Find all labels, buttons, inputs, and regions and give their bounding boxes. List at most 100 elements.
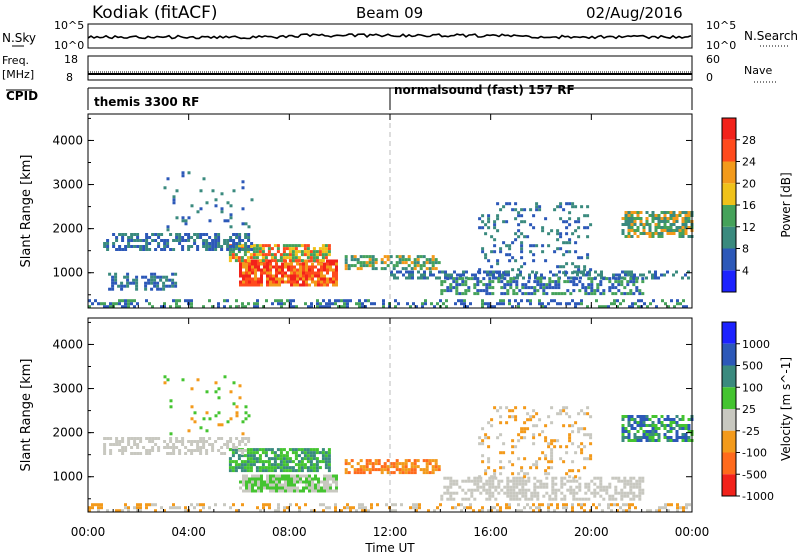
radar-cell xyxy=(142,239,146,242)
radar-cell xyxy=(487,445,491,449)
radar-cell xyxy=(562,503,565,507)
radar-cell xyxy=(127,437,131,440)
radar-cell xyxy=(257,480,260,484)
radar-cell xyxy=(583,445,587,449)
radar-cell xyxy=(497,277,501,281)
radar-cell xyxy=(269,486,272,490)
radar-cell xyxy=(327,448,331,452)
radar-cell xyxy=(582,273,585,277)
radar-cell xyxy=(641,292,645,296)
radar-cell xyxy=(512,292,516,296)
radar-cell xyxy=(534,276,537,280)
radar-cell xyxy=(413,258,417,262)
radar-cell xyxy=(574,250,578,254)
radar-cell xyxy=(181,437,185,440)
radar-cell xyxy=(211,245,215,248)
radar-cell xyxy=(395,468,399,472)
radar-cell xyxy=(550,466,554,470)
radar-cell xyxy=(269,265,272,269)
radar-cell xyxy=(321,256,325,260)
radar-cell xyxy=(502,451,506,455)
radar-cell xyxy=(231,466,235,470)
radar-cell xyxy=(196,440,200,443)
radar-cell xyxy=(124,506,127,510)
radar-cell xyxy=(658,506,661,510)
radar-cell xyxy=(663,436,667,439)
radar-cell xyxy=(623,491,627,495)
radar-cell xyxy=(229,213,233,217)
radar-cell xyxy=(324,244,328,248)
radar-cell xyxy=(288,469,292,473)
radar-cell xyxy=(309,469,313,473)
radar-cell xyxy=(550,299,553,303)
radar-cell xyxy=(621,439,625,442)
radar-cell xyxy=(243,454,247,458)
radar-cell xyxy=(428,258,432,262)
radar-cell xyxy=(478,217,482,221)
radar-cell xyxy=(589,436,593,440)
radar-cell xyxy=(681,415,685,418)
radar-cell xyxy=(518,491,522,495)
radar-cell xyxy=(106,305,109,309)
radar-cell xyxy=(509,479,513,483)
radar-cell xyxy=(410,465,414,469)
radar-cell xyxy=(678,424,682,427)
radar-cell xyxy=(151,437,155,440)
radar-cell xyxy=(517,509,520,513)
radar-cell xyxy=(556,265,560,269)
radar-cell xyxy=(217,239,221,242)
radar-cell xyxy=(335,268,338,272)
radar-cell xyxy=(145,449,149,452)
radar-cell xyxy=(172,443,176,446)
radar-cell xyxy=(589,509,592,513)
radar-cell xyxy=(290,262,293,266)
x-tick-label: 00:00 xyxy=(71,525,106,539)
radar-cell xyxy=(208,437,212,440)
radar-cell xyxy=(541,229,545,233)
radar-cell xyxy=(291,253,295,257)
radar-cell xyxy=(293,283,296,287)
radar-cell xyxy=(260,489,263,493)
radar-cell xyxy=(106,437,110,440)
radar-cell xyxy=(572,488,576,492)
radar-cell xyxy=(556,238,560,242)
radar-cell xyxy=(220,437,224,440)
radar-cell xyxy=(548,277,552,281)
radar-cell xyxy=(506,494,510,498)
radar-cell xyxy=(556,247,560,251)
radar-cell xyxy=(248,486,251,490)
radar-cell xyxy=(380,267,384,271)
radar-cell xyxy=(251,477,254,481)
radar-cell xyxy=(496,229,500,233)
radar-cell xyxy=(624,415,628,418)
radar-cell xyxy=(229,305,232,309)
radar-cell xyxy=(657,421,661,424)
colorbar-segment xyxy=(722,387,736,409)
radar-cell xyxy=(235,414,239,418)
radar-cell xyxy=(635,289,639,293)
radar-cell xyxy=(289,302,292,306)
radar-cell xyxy=(532,442,536,446)
radar-cell xyxy=(397,302,400,306)
radar-cell xyxy=(106,239,110,242)
radar-cell xyxy=(413,261,417,265)
radar-cell xyxy=(344,255,348,259)
radar-cell xyxy=(590,491,594,495)
radar-cell xyxy=(270,253,274,257)
radar-cell xyxy=(586,271,590,275)
radar-cell xyxy=(503,485,507,489)
radar-cell xyxy=(267,466,271,470)
radar-cell xyxy=(133,233,137,236)
radar-cell xyxy=(395,261,399,265)
radar-cell xyxy=(681,223,685,226)
radar-cell xyxy=(145,233,149,236)
radar-cell xyxy=(277,506,280,510)
radar-cell xyxy=(220,423,224,427)
radar-cell xyxy=(165,284,169,288)
radar-cell xyxy=(422,261,426,265)
radar-cell xyxy=(473,479,477,483)
radar-cell xyxy=(620,488,624,492)
radar-cell xyxy=(678,427,682,430)
radar-cell xyxy=(258,253,262,257)
radar-cell xyxy=(303,250,307,254)
